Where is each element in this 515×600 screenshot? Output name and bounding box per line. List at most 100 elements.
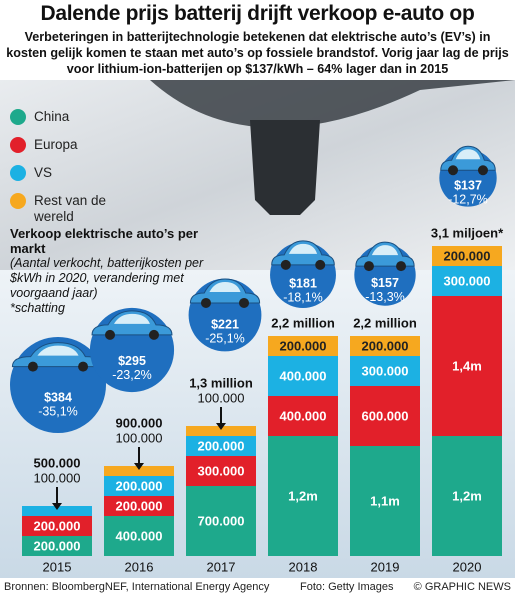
car-wheel [105,329,116,340]
car-wheel [239,297,250,308]
total-label: 2,2 million [271,315,335,330]
segment-label: 200.000 [116,498,163,513]
segment-label: 1,2m [288,488,318,503]
bar-segment [268,396,338,436]
label-arrowhead [134,463,144,470]
total-label: 3,1 miljoen* [431,225,504,240]
bar-segment [186,436,256,456]
bar-segment [268,336,338,356]
chart-title: Dalende prijs batterij drijft verkoop e-… [40,2,475,25]
segment-label: 200.000 [280,338,327,353]
battery-change-label: -18,1% [283,291,323,305]
bar-segment [432,296,502,436]
legend-label: Europa [34,137,78,152]
segment-label: 200.000 [362,338,409,353]
x-tick-label: 2020 [453,559,482,574]
bar-segment [22,506,92,516]
car-wheel [477,165,488,176]
segment-label: 1,4m [452,358,482,373]
car-window [209,281,241,292]
bar-segment [104,466,174,476]
battery-cost-label: $157 [371,276,399,290]
car-window [288,243,318,254]
photo-charger [250,120,320,215]
legend-label: VS [34,165,53,180]
label-arrowhead [52,503,62,510]
car-wheel [315,259,326,270]
car-wheel [396,261,407,272]
car-icon [11,342,105,372]
car-wheel [78,361,89,372]
notes-description: (Aantal verkocht, batterijkosten per $kW… [10,256,204,300]
bar-segment [104,476,174,496]
segment-label: 200.000 [444,248,491,263]
segment-label: 300.000 [362,363,409,378]
total-label: 1,3 million [189,375,253,390]
photo-credit: Foto: Getty Images [300,581,394,593]
segment-label: 600.000 [362,408,409,423]
legend-swatch [10,137,26,153]
bar-segment [268,356,338,396]
legend-label: Rest van de wereld [34,193,107,224]
bar-segment [432,266,502,296]
car-wheel [448,165,459,176]
legend-swatch [10,109,26,125]
legend-swatch [10,165,26,181]
car-wheel [27,361,38,372]
bar-segment [432,246,502,266]
car-icon [189,278,261,308]
x-tick-label: 2017 [207,559,236,574]
segment-label: 400.000 [280,368,327,383]
label-arrowhead [216,423,226,430]
photo-car [150,80,515,128]
outside-segment-label: 100.000 [116,430,163,445]
car-wheel [200,297,211,308]
bar-segment [22,536,92,556]
bar-segment [22,516,92,536]
car-window [37,345,79,356]
segment-label: 1,1m [370,493,400,508]
bar-segment [186,456,256,486]
copyright: © GRAPHIC NEWS [413,581,511,593]
segment-label: 200.000 [116,478,163,493]
bar-segment [104,516,174,556]
car-wheel [280,259,291,270]
outside-segment-label: 100.000 [198,390,245,405]
segment-label: 200.000 [34,538,81,553]
bar-segment [350,336,420,356]
car-icon [355,241,415,272]
notes: Verkoop elektrische auto’s per markt (Aa… [10,226,205,316]
battery-change-label: -25,1% [205,331,245,345]
outside-segment-label: 100.000 [34,470,81,485]
bar-segment [350,446,420,556]
car-icon [440,145,496,176]
car-window [371,245,399,256]
bar-segment [432,436,502,556]
battery-change-label: -13,3% [365,290,405,304]
segment-label: 700.000 [198,513,245,528]
bar-segment [104,496,174,516]
battery-cost-label: $137 [454,178,482,192]
total-label: 2,2 million [353,315,417,330]
x-tick-label: 2016 [125,559,154,574]
bar-segment [186,486,256,556]
segment-label: 200.000 [34,518,81,533]
segment-label: 400.000 [116,528,163,543]
x-tick-label: 2015 [43,559,72,574]
x-tick-label: 2018 [289,559,318,574]
car-icon [271,240,335,270]
battery-cost-label: $384 [44,391,72,405]
car-window [455,149,481,160]
legend-label: China [34,109,70,124]
segment-label: 300.000 [444,273,491,288]
battery-cost-label: $295 [118,354,146,368]
sources: Bronnen: BloombergNEF, International Ene… [4,581,270,593]
battery-change-label: -12,7% [448,192,488,206]
segment-label: 400.000 [280,408,327,423]
notes-heading: Verkoop elektrische auto’s per markt [10,226,199,256]
bar-segment [186,426,256,436]
bar-segment [350,386,420,446]
car-window [114,313,150,324]
battery-change-label: -23,2% [112,368,152,382]
